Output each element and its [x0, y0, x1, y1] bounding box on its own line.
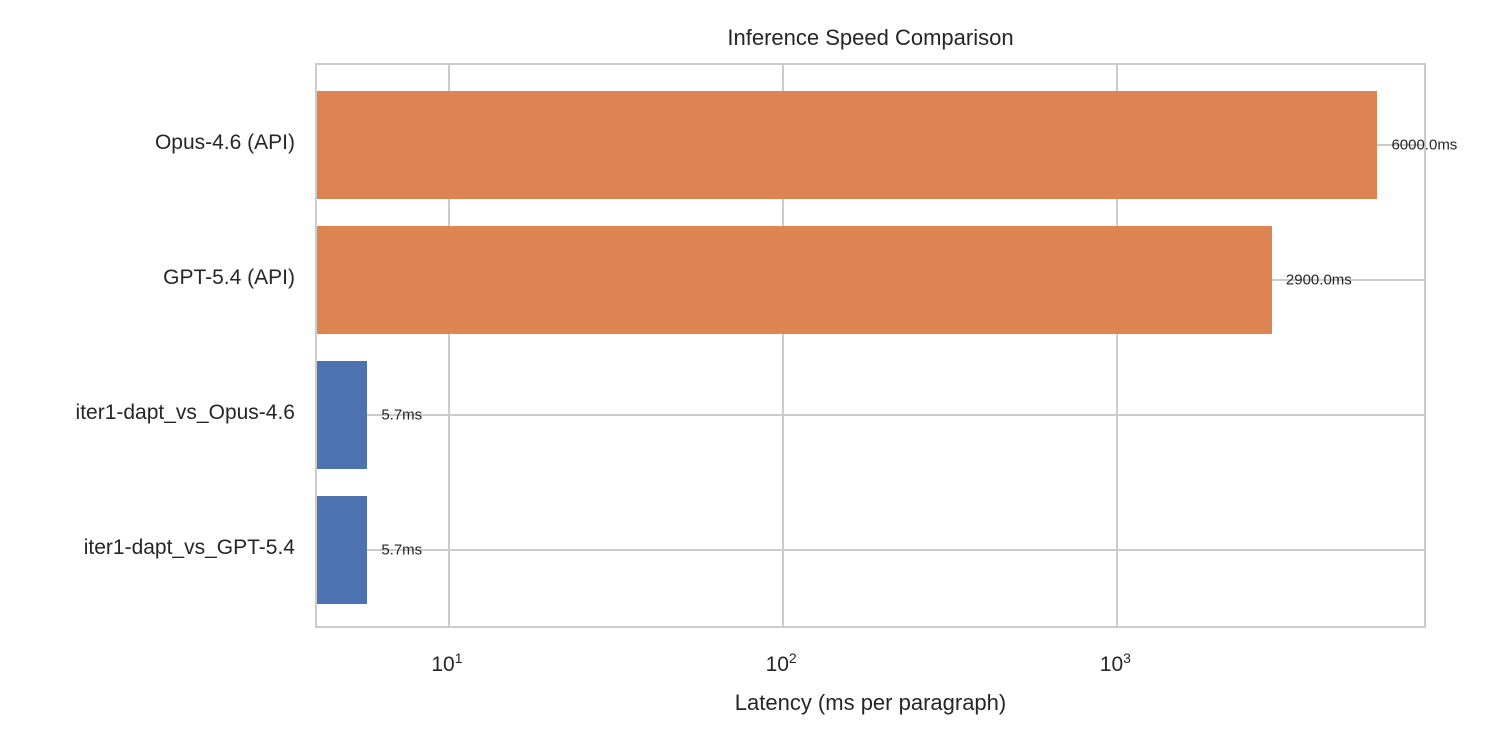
y-gridline	[317, 549, 1424, 552]
x-gridline	[782, 65, 785, 626]
x-tick-label: 103	[1099, 650, 1131, 676]
plot-area: 6000.0ms 2900.0ms 5.7ms 5.7ms	[315, 63, 1457, 628]
y-tick-label: Opus-4.6 (API)	[154, 130, 295, 154]
bar	[317, 496, 368, 605]
x-tick-exponent: 2	[788, 650, 797, 666]
x-tick-exponent: 1	[454, 650, 463, 666]
chart-title: Inference Speed Comparison	[727, 25, 1014, 50]
x-gridline	[1116, 65, 1119, 626]
x-axis-label: Latency (ms per paragraph)	[734, 690, 1007, 715]
bar-value-label: 5.7ms	[381, 541, 423, 559]
x-tick-label: 101	[431, 650, 463, 676]
bar	[317, 361, 368, 470]
bar	[317, 90, 1378, 199]
x-tick-label: 102	[765, 650, 797, 676]
bar	[317, 225, 1272, 334]
x-tick-exponent: 3	[1123, 650, 1131, 666]
y-tick-label: GPT-5.4 (API)	[163, 265, 295, 289]
bar-value-label: 2900.0ms	[1285, 271, 1352, 289]
bar-value-label: 5.7ms	[381, 406, 423, 424]
x-gridline	[447, 65, 450, 626]
y-tick-label: iter1-dapt_vs_GPT-5.4	[83, 536, 295, 560]
y-tick-label: iter1-dapt_vs_Opus-4.6	[75, 401, 295, 425]
bar-value-label: 6000.0ms	[1391, 136, 1458, 154]
y-gridline	[317, 414, 1424, 417]
